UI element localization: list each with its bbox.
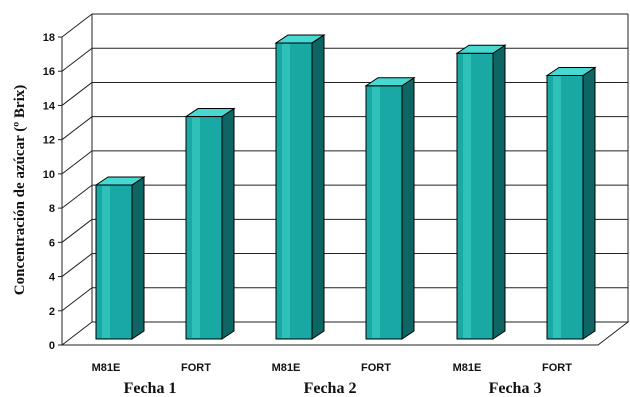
x-category-label: FORT bbox=[542, 362, 572, 374]
bar bbox=[94, 176, 146, 340]
x-group-label: Fecha 1 bbox=[124, 380, 177, 397]
y-tick-label: 18 bbox=[43, 32, 55, 44]
bar-front bbox=[275, 42, 313, 340]
bar-top bbox=[184, 108, 236, 118]
bar bbox=[364, 76, 416, 340]
bar-top bbox=[274, 34, 326, 44]
gridline-side bbox=[61, 13, 93, 38]
x-category-labels: M81E FORT M81E FORT M81E FORT bbox=[92, 362, 573, 374]
gridline-side bbox=[61, 82, 93, 106]
bar-front bbox=[365, 85, 403, 340]
y-tick-label: 0 bbox=[49, 340, 55, 352]
x-category-label: M81E bbox=[272, 362, 301, 374]
gridlines bbox=[58, 13, 628, 346]
y-tick-labels: 0 2 4 6 8 10 12 14 16 18 bbox=[43, 32, 56, 352]
bar-front bbox=[456, 52, 494, 340]
bar-side bbox=[221, 107, 235, 340]
bar-top bbox=[545, 66, 597, 76]
bar-top bbox=[455, 44, 507, 54]
bar-side bbox=[131, 176, 145, 340]
y-tick-label: 2 bbox=[49, 306, 55, 318]
x-category-label: M81E bbox=[453, 362, 482, 374]
bar-top bbox=[364, 77, 416, 87]
y-tick-label: 14 bbox=[43, 100, 56, 112]
bar-front bbox=[546, 74, 584, 340]
gridline-side bbox=[61, 47, 93, 72]
gridline-side bbox=[61, 287, 93, 312]
gridline-side bbox=[61, 150, 93, 175]
bar bbox=[455, 44, 507, 340]
bar-side bbox=[582, 66, 596, 340]
x-group-label: Fecha 3 bbox=[489, 380, 542, 397]
gridline-side bbox=[61, 184, 93, 209]
y-axis-label: Concentración de azúcar (º Brix) bbox=[12, 85, 28, 295]
x-category-label: M81E bbox=[92, 362, 121, 374]
bar-highlight bbox=[282, 43, 290, 338]
bar-highlight bbox=[553, 76, 561, 338]
bar bbox=[545, 66, 597, 340]
x-group-labels: Fecha 1 Fecha 2 Fecha 3 bbox=[124, 380, 542, 397]
x-category-label: FORT bbox=[181, 362, 211, 374]
bar-highlight bbox=[463, 54, 471, 338]
bar-side bbox=[401, 76, 415, 340]
bar-side bbox=[311, 34, 325, 340]
gridline-side bbox=[61, 116, 93, 141]
chart-frame bbox=[60, 13, 630, 346]
bar-highlight bbox=[192, 117, 200, 338]
floor-plane bbox=[60, 321, 630, 346]
gridline-side bbox=[61, 253, 93, 277]
bar-highlight bbox=[102, 186, 110, 338]
bar-top bbox=[94, 176, 146, 186]
bar bbox=[184, 107, 236, 340]
bar-highlight bbox=[372, 86, 380, 338]
y-tick-label: 12 bbox=[43, 135, 55, 147]
y-tick-label: 10 bbox=[43, 169, 55, 181]
bars bbox=[94, 34, 597, 340]
bar-front bbox=[185, 116, 223, 340]
bar-front bbox=[95, 184, 133, 340]
bar bbox=[274, 34, 326, 340]
y-tick-label: 8 bbox=[49, 203, 55, 215]
y-tick-label: 16 bbox=[43, 66, 55, 78]
x-category-label: FORT bbox=[361, 362, 391, 374]
gridline-side bbox=[61, 218, 93, 243]
bar-side bbox=[492, 44, 506, 340]
y-tick-label: 6 bbox=[49, 237, 55, 249]
x-group-label: Fecha 2 bbox=[304, 380, 357, 397]
y-tick-label: 4 bbox=[49, 272, 56, 284]
